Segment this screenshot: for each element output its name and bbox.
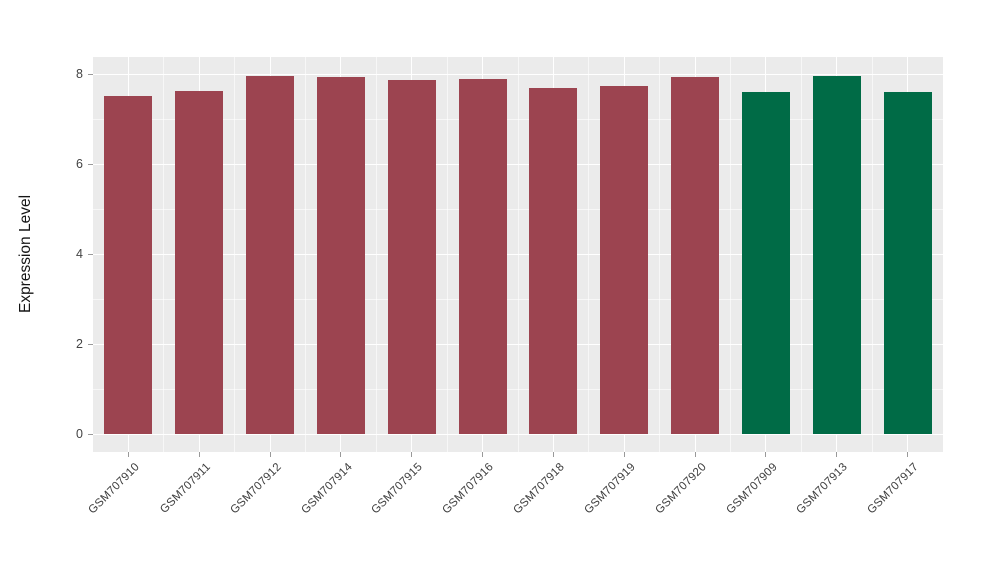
x-tick: [340, 452, 342, 457]
x-tick-label: GSM707911: [157, 461, 213, 516]
bar: [104, 96, 153, 434]
y-tick: [88, 343, 93, 345]
x-tick: [198, 452, 200, 457]
x-tick-label: GSM707918: [511, 461, 567, 517]
x-tick-label: GSM707916: [440, 461, 497, 517]
y-tick-label: 6: [76, 157, 83, 171]
y-tick: [88, 433, 93, 435]
y-tick: [88, 163, 93, 165]
bar: [883, 92, 932, 434]
x-tick-label: GSM707909: [723, 461, 780, 517]
y-tick-label: 0: [76, 427, 83, 441]
y-tick: [88, 73, 93, 75]
x-tick: [836, 452, 838, 457]
gridline-x-minor: [659, 57, 661, 452]
x-tick-label: GSM707914: [298, 461, 355, 517]
x-tick: [269, 452, 271, 457]
bar: [387, 80, 436, 434]
x-tick: [694, 452, 696, 457]
bar: [671, 77, 720, 434]
gridline-x-minor: [517, 57, 519, 452]
x-tick-label: GSM707913: [794, 461, 851, 517]
x-tick-label: GSM707920: [653, 461, 709, 517]
bar: [741, 91, 790, 434]
bar: [812, 75, 861, 434]
y-tick-label: 8: [76, 67, 83, 81]
bar: [458, 79, 507, 434]
y-tick-label: 2: [76, 337, 83, 351]
x-tick: [552, 452, 554, 457]
gridline-x-minor: [163, 57, 165, 452]
gridline-x-minor: [800, 57, 802, 452]
gridline-x-minor: [588, 57, 590, 452]
gridline-x-minor: [305, 57, 306, 452]
plot-panel: [93, 57, 943, 452]
bar: [600, 85, 649, 434]
x-tick-label: GSM707919: [582, 461, 638, 517]
x-tick: [411, 452, 413, 457]
x-tick: [765, 452, 767, 457]
x-tick-label: GSM707912: [228, 461, 284, 517]
x-axis: GSM707910 GSM707911 GSM707912 GSM707914 GSM7…: [86, 452, 943, 580]
gridline-x-minor: [871, 57, 873, 452]
x-tick-label: GSM707910: [86, 461, 142, 517]
x-tick: [623, 452, 625, 457]
x-tick: [482, 452, 484, 457]
bar: [175, 91, 224, 434]
y-axis: 0 2 4 6 8: [0, 57, 93, 452]
bar: [316, 77, 365, 434]
gridline-x-minor: [446, 57, 448, 452]
x-tick: [907, 452, 909, 457]
bar: [246, 75, 295, 434]
gridline-x-minor: [375, 57, 377, 452]
y-tick-label: 4: [76, 247, 83, 261]
gridline-x-minor: [234, 57, 236, 452]
y-tick: [88, 253, 93, 255]
bar: [529, 87, 578, 434]
x-tick-label: GSM707915: [369, 461, 426, 517]
gridline-x-minor: [730, 57, 731, 452]
x-tick: [127, 452, 129, 457]
x-tick-label: GSM707917: [865, 461, 922, 517]
